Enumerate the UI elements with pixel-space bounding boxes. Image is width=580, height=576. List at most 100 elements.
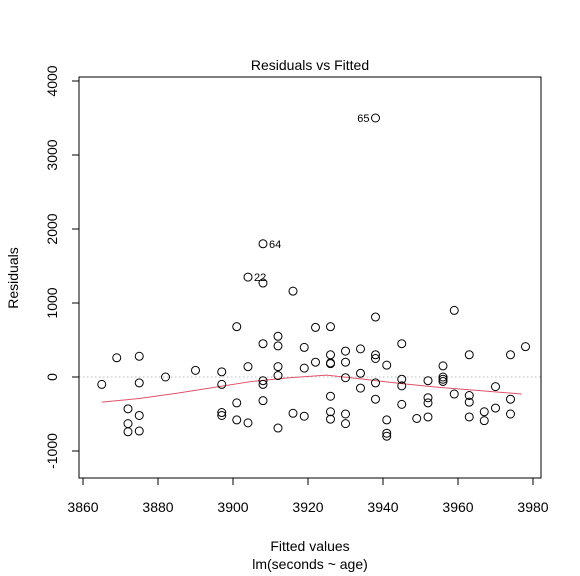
data-point [423,393,433,403]
y-axis: -1000 0 1000 2000 3000 4000 [44,65,80,469]
points-layer [97,113,530,441]
data-point [464,391,474,400]
data-point [438,372,448,382]
x-tick-label: 3940 [367,499,398,515]
data-point [134,410,144,420]
data-point [243,418,253,428]
data-point [397,381,407,391]
data-point [326,414,335,424]
y-axis-label: Residuals [5,247,21,308]
data-point [217,379,227,389]
data-point [326,391,335,401]
data-point [464,412,474,422]
data-point [326,359,335,369]
data-point [232,398,242,408]
data-point [382,431,392,441]
y-tick-label: 2000 [44,213,60,244]
data-point [217,367,227,377]
data-point [217,410,227,420]
data-point [299,411,309,421]
data-point [311,357,320,367]
smooth-line-layer [101,374,522,403]
data-point [438,374,448,384]
x-tick-label: 3880 [142,499,173,515]
data-point [258,396,268,406]
data-point [382,428,392,438]
data-point [479,407,489,417]
data-point [273,331,283,341]
data-point [258,278,268,288]
data-point [273,423,283,433]
data-point [423,412,433,422]
data-point [258,379,268,389]
smooth-line [101,374,522,403]
data-point [464,397,474,407]
data-point [506,394,515,404]
data-point [341,419,350,429]
data-point [123,427,133,437]
y-tick-label: 1000 [44,287,60,318]
data-point [273,341,283,351]
data-point [397,339,407,349]
data-point [506,350,515,360]
x-tick-label: 3860 [67,499,98,515]
data-point [423,376,433,386]
chart-title: Residuals vs Fitted [251,57,369,73]
y-tick-label: -1000 [44,433,60,469]
data-point [326,350,335,360]
data-point [191,365,200,375]
y-tick-label: 3000 [44,139,60,170]
x-axis-label: Fitted values [270,538,349,554]
x-tick-label: 3920 [292,499,323,515]
data-point [412,413,422,423]
data-point [438,361,448,371]
plot-frame [78,76,542,479]
data-point [258,376,268,386]
data-point [382,360,392,370]
data-point [397,374,407,384]
x-axis: 3860 3880 3900 3920 3940 3960 3980 [67,477,549,515]
data-point [341,346,350,356]
data-point [491,403,500,413]
data-point [341,373,350,383]
data-point [326,322,335,332]
data-point [134,378,144,388]
data-point [161,372,170,382]
x-tick-label: 3900 [217,499,248,515]
data-point [491,382,500,392]
data-point [288,408,298,418]
data-point [97,379,107,389]
data-point [112,353,122,363]
data-point [356,344,365,354]
point-labels-layer: 65 64 22 [254,113,370,284]
data-point [479,416,489,426]
data-point [382,415,392,425]
point-label: 65 [357,113,369,125]
data-point [243,362,253,372]
data-point [123,404,133,414]
x-axis-sublabel: lm(seconds ~ age) [252,556,368,572]
data-point [449,305,459,315]
data-point [423,398,433,408]
y-tick-label: 0 [44,373,60,381]
x-tick-label: 3960 [442,499,473,515]
data-point [449,389,459,399]
data-point [326,407,335,417]
data-point [258,339,268,349]
data-point [311,322,320,332]
data-point [134,351,144,361]
data-point [299,342,309,352]
point-label: 64 [269,239,281,251]
data-point [232,415,242,425]
data-point [258,239,268,249]
data-point [397,399,407,409]
data-point [371,378,380,388]
data-point [371,394,380,404]
x-tick-label: 3980 [517,499,548,515]
data-point [273,371,283,381]
data-point [438,376,448,386]
data-point [243,272,253,282]
data-point [341,357,350,367]
data-point [341,409,350,419]
